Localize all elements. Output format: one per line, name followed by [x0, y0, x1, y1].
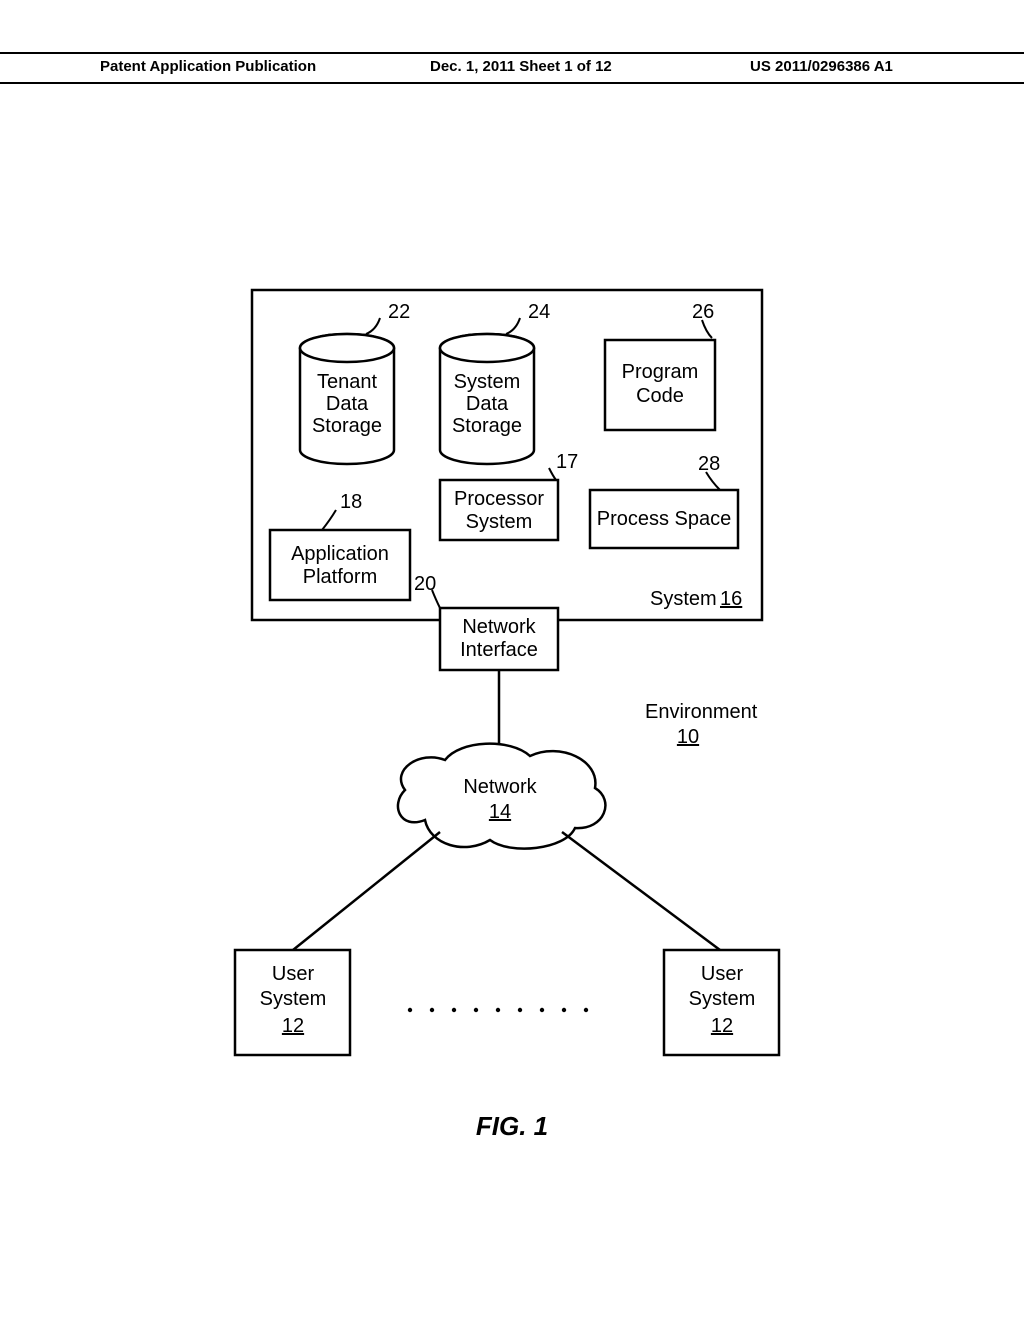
ref-26: 26	[692, 301, 714, 323]
page-container: Patent Application Publication Dec. 1, 2…	[0, 0, 1024, 1320]
network-label: Network	[463, 776, 537, 798]
ref18-leader	[322, 510, 336, 530]
figure-caption: FIG. 1	[476, 1111, 548, 1141]
ref22-leader	[366, 318, 380, 334]
netif-label-2: Interface	[460, 639, 538, 661]
ref-18: 18	[340, 491, 362, 513]
usl-label-2: System	[260, 988, 327, 1010]
ref-20: 20	[414, 573, 436, 595]
proc-label-2: System	[466, 511, 533, 533]
appplat-label-2: Platform	[303, 566, 377, 588]
ref-28: 28	[698, 453, 720, 475]
progcode-label-1: Program	[622, 361, 699, 383]
network-cloud: Network 14	[398, 744, 605, 849]
ref-14: 14	[489, 801, 511, 823]
ellipsis-dots	[408, 1008, 588, 1012]
ref-22: 22	[388, 301, 410, 323]
usr-label-2: System	[689, 988, 756, 1010]
application-platform-box	[270, 530, 410, 600]
sysdata-label-3: Storage	[452, 415, 522, 437]
procspace-label: Process Space	[597, 508, 732, 530]
usr-ref: 12	[711, 1015, 733, 1037]
ref24-leader	[506, 318, 520, 334]
appplat-label-1: Application	[291, 543, 389, 565]
line-network-to-user-left	[293, 832, 440, 950]
proc-label-1: Processor	[454, 488, 544, 510]
tenant-label-1: Tenant	[317, 371, 377, 393]
system-label-text: System	[650, 588, 717, 610]
environment-label-text: Environment	[645, 701, 758, 723]
tenant-label-2: Data	[326, 393, 369, 415]
tenant-data-storage: Tenant Data Storage	[300, 334, 394, 464]
netif-label-1: Network	[462, 616, 536, 638]
ref-10: 10	[677, 726, 699, 748]
ref-17: 17	[556, 451, 578, 473]
ref17-leader	[549, 468, 556, 480]
sysdata-label-1: System	[454, 371, 521, 393]
diagram-svg: Tenant Data Storage 22 System Data Stora…	[0, 0, 1024, 1320]
progcode-label-2: Code	[636, 385, 684, 407]
ref-24: 24	[528, 301, 550, 323]
usl-label-1: User	[272, 963, 315, 985]
sysdata-label-2: Data	[466, 393, 509, 415]
usl-ref: 12	[282, 1015, 304, 1037]
line-network-to-user-right	[562, 832, 720, 950]
system-data-storage: System Data Storage	[440, 334, 534, 464]
usr-label-1: User	[701, 963, 744, 985]
tenant-label-3: Storage	[312, 415, 382, 437]
ref-16: 16	[720, 588, 742, 610]
